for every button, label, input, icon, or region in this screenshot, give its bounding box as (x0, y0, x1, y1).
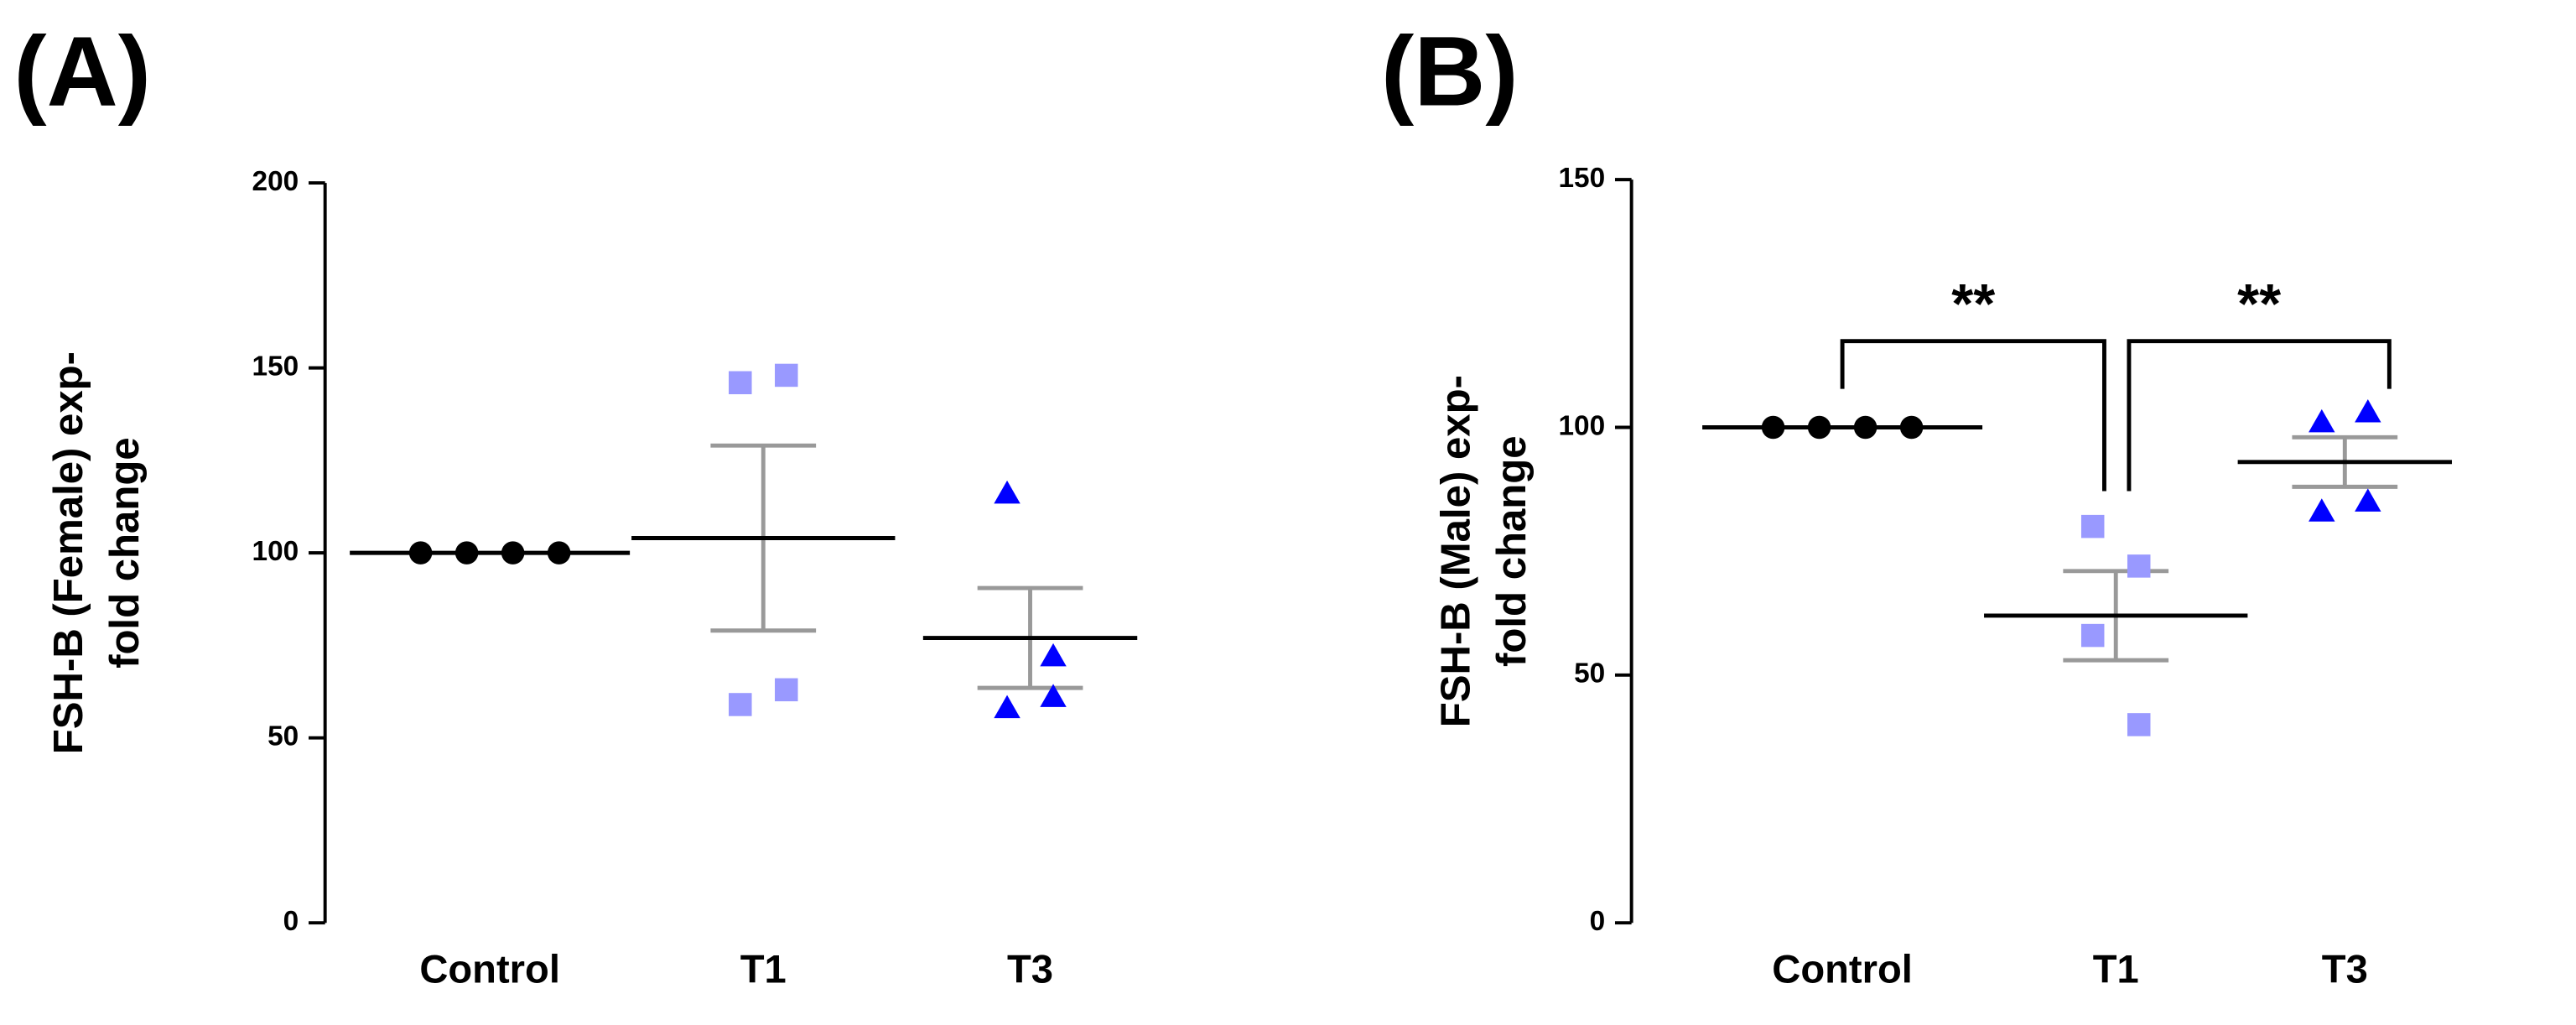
y-tick-label: 50 (267, 721, 299, 752)
y-axis-label-line: FSH-B (Female) exp- (46, 351, 91, 754)
y-tick-label: 200 (252, 166, 299, 197)
point (1040, 684, 1067, 707)
y-axis-label-line: FSH-B (Male) exp- (1433, 375, 1478, 727)
x-tick-label: T1 (2093, 947, 2139, 991)
point (1807, 415, 1831, 440)
x-tick-label: T3 (2322, 947, 2368, 991)
panel-label: (A) (13, 15, 151, 126)
panel-label: (B) (1381, 15, 1519, 126)
y-tick-label: 150 (1559, 163, 1606, 194)
y-tick-label: 100 (252, 536, 299, 567)
point (1899, 415, 1924, 440)
point (994, 480, 1021, 504)
x-tick-label: T1 (740, 947, 787, 991)
y-axis-label-line: fold change (102, 437, 148, 669)
x-tick-label: T3 (1007, 947, 1053, 991)
point (775, 678, 798, 702)
significance-label: ** (2237, 273, 2281, 336)
significance-bracket (1840, 339, 2106, 492)
point (1761, 415, 1785, 440)
point (2309, 498, 2335, 522)
significance-label: ** (1951, 273, 1995, 336)
y-tick-label: 0 (283, 906, 299, 937)
point (1040, 643, 1067, 667)
point (729, 693, 752, 716)
x-tick-label: Control (1772, 947, 1913, 991)
point (775, 363, 798, 388)
point (408, 541, 433, 565)
y-axis-label: FSH-B (Female) exp-fold change (46, 351, 148, 754)
point (2127, 554, 2151, 578)
point (501, 541, 525, 565)
point (729, 371, 752, 394)
point (2080, 514, 2105, 539)
point (2080, 623, 2105, 648)
point (2355, 399, 2381, 423)
point (994, 695, 1021, 719)
y-tick-label: 150 (252, 351, 299, 382)
x-tick-label: Control (419, 947, 560, 991)
point (547, 541, 571, 565)
point (454, 541, 479, 565)
y-axis-label-line: fold change (1489, 435, 1535, 667)
point (2355, 488, 2381, 512)
significance-bracket (2127, 339, 2392, 492)
y-tick-label: 50 (1574, 658, 1605, 689)
y-tick-label: 100 (1559, 410, 1606, 441)
point (2127, 713, 2151, 736)
y-axis-label: FSH-B (Male) exp-fold change (1433, 375, 1535, 727)
y-tick-label: 0 (1590, 906, 1606, 937)
point (2309, 408, 2335, 433)
point (1853, 415, 1877, 440)
